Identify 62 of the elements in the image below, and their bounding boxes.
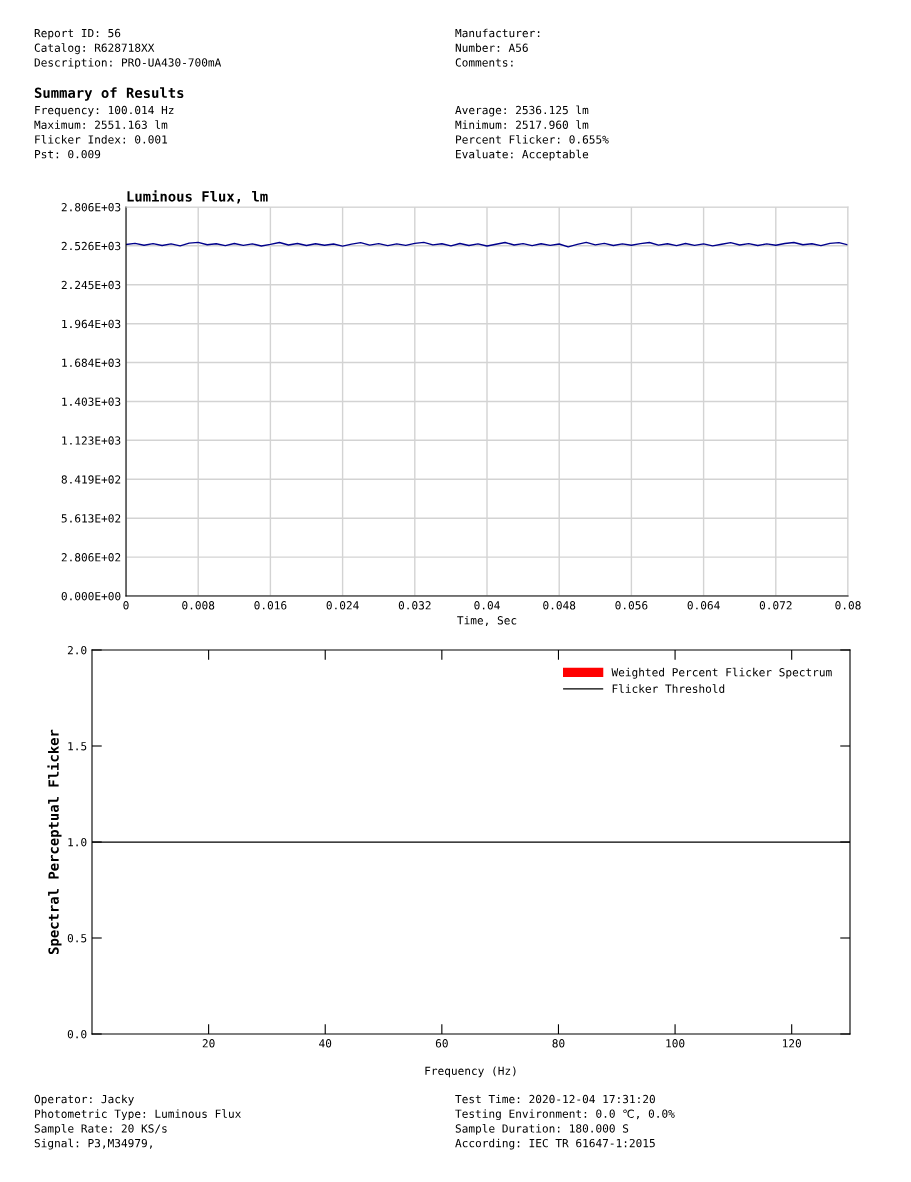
text: Description: PRO-UA430-700mA xyxy=(34,58,222,69)
text: According: IEC TR 61647-1:2015 xyxy=(455,1138,655,1150)
y-tick-label: 2.0 xyxy=(67,646,87,655)
text: Testing Environment: 0.0 ℃, 0.0% xyxy=(455,1109,675,1121)
text: Comments: xyxy=(455,58,513,67)
x-tick-label: 0.016 xyxy=(254,601,287,610)
y-tick-label: 0.5 xyxy=(67,934,87,943)
x-tick-label: 0 xyxy=(123,601,129,610)
x-tick-label: 0.024 xyxy=(326,601,359,610)
text: Test Time: 2020-12-04 17:31:20 xyxy=(455,1094,655,1104)
y-tick-label: 1.0 xyxy=(68,838,87,847)
x-tick-label: 100 xyxy=(666,1039,685,1048)
legend-label: Flicker Threshold xyxy=(612,684,725,693)
y-tick-label: 2.806E+02 xyxy=(61,553,121,562)
text: Report ID: 56 xyxy=(34,28,121,40)
text: Summary of Results xyxy=(34,87,184,101)
y-tick-label: 2.806E+03 xyxy=(61,203,121,212)
text: Photometric Type: Luminous Flux xyxy=(35,1109,241,1121)
text: Percent Flicker: 0.655% xyxy=(456,134,609,144)
x-tick-label: 0.032 xyxy=(398,601,431,610)
y-tick-label: 8.419E+02 xyxy=(61,475,121,484)
legend-label: Weighted Percent Flicker Spectrum xyxy=(611,667,832,679)
x-tick-label: 0.064 xyxy=(687,601,720,610)
y-tick-label: 2.245E+03 xyxy=(61,280,121,290)
text: Maximum: 2551.163 lm xyxy=(34,120,168,129)
text: Manufacturer: xyxy=(455,28,540,38)
text: Average: 2536.125 lm xyxy=(455,105,589,117)
text: Sample Rate: 20 KS/s xyxy=(34,1123,167,1135)
x-tick-label: 60 xyxy=(435,1039,448,1048)
text: Minimum: 2517.960 lm xyxy=(455,120,589,129)
x-tick-label: 80 xyxy=(552,1039,565,1048)
x-tick-label: 0.008 xyxy=(182,601,215,610)
y-axis-title: Spectral Perceptual Flicker xyxy=(47,729,62,955)
y-tick-label: 0.0 xyxy=(67,1030,87,1039)
text: Sample Duration: 180.000 S xyxy=(455,1123,629,1135)
text: Frequency: 100.014 Hz xyxy=(35,105,174,117)
x-tick-label: 0.08 xyxy=(835,601,861,610)
x-axis-title: Time, Sec xyxy=(457,615,517,626)
text: Number: A56 xyxy=(455,43,528,52)
text: Signal: P3,M34979, xyxy=(34,1138,152,1150)
chart-title: Luminous Flux, lm xyxy=(127,190,268,204)
y-tick-label: 5.613E+02 xyxy=(61,514,121,523)
y-tick-label: 0.000E+00 xyxy=(61,592,121,601)
x-tick-label: 0.072 xyxy=(759,601,792,610)
y-tick-label: 1.403E+03 xyxy=(62,397,121,406)
x-tick-label: 0.048 xyxy=(543,601,576,610)
y-tick-label: 1.684E+03 xyxy=(62,358,121,367)
y-tick-label: 1.5 xyxy=(68,742,87,751)
text: Catalog: R628718XX xyxy=(34,43,155,55)
text: Flicker Index: 0.001 xyxy=(35,134,168,144)
text: Evaluate: Acceptable xyxy=(456,149,589,161)
x-tick-label: 20 xyxy=(202,1039,215,1048)
y-tick-label: 1.964E+03 xyxy=(62,319,121,329)
y-tick-label: 1.123E+03 xyxy=(62,436,121,445)
text: Pst: 0.009 xyxy=(35,149,101,159)
x-tick-label: 0.056 xyxy=(615,601,648,610)
x-tick-label: 120 xyxy=(782,1039,802,1048)
x-tick-label: 0.04 xyxy=(474,601,500,610)
x-axis-title: Frequency (Hz) xyxy=(425,1066,516,1078)
text: Operator: Jacky xyxy=(34,1094,134,1106)
x-tick-label: 40 xyxy=(319,1039,332,1048)
y-tick-label: 2.526E+03 xyxy=(61,241,121,251)
